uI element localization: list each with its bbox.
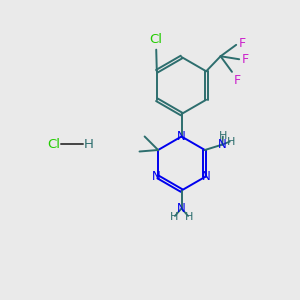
Text: H: H — [185, 212, 193, 222]
Text: N: N — [177, 202, 186, 215]
Text: N: N — [218, 138, 227, 151]
Text: H: H — [219, 130, 227, 141]
Text: H: H — [84, 137, 94, 151]
Text: F: F — [238, 38, 245, 50]
Text: F: F — [233, 74, 241, 87]
Text: N: N — [202, 170, 211, 184]
Text: F: F — [241, 53, 248, 66]
Text: Cl: Cl — [150, 33, 163, 46]
Text: H: H — [170, 212, 178, 222]
Text: H: H — [226, 136, 235, 147]
Text: Cl: Cl — [48, 137, 61, 151]
Text: N: N — [152, 170, 161, 184]
Text: N: N — [177, 130, 186, 143]
